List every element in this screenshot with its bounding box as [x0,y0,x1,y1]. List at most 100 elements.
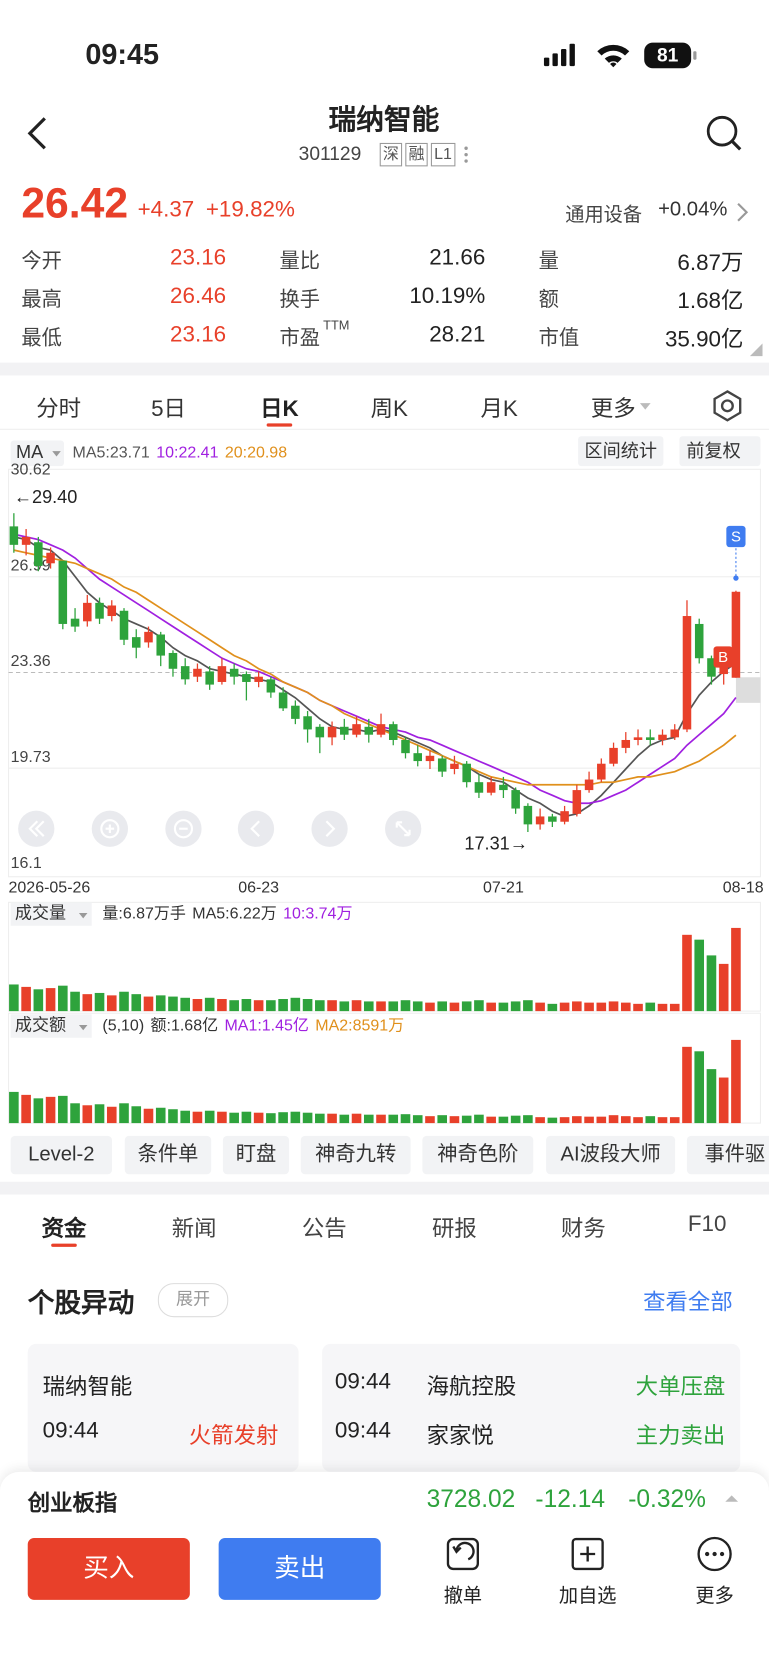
info-tab[interactable]: 公告 [301,1216,347,1242]
info-tab[interactable]: 财务 [561,1216,606,1242]
volume-bar [645,1002,656,1012]
amount-bar [327,1113,337,1124]
high-annotation: ←29.40 [14,487,77,507]
chart-tab[interactable]: 日K [260,396,299,422]
action-label[interactable]: 加自选 [558,1584,617,1607]
settings[interactable] [710,388,744,422]
index-value: 3728.02 [426,1484,516,1513]
separator [0,1181,769,1195]
volume-bar [461,1001,472,1012]
sell-button[interactable]: 卖出 [218,1537,381,1600]
volume-bar [302,998,313,1012]
volume-bar [327,1000,337,1012]
tool-chip[interactable]: 神奇色阶 [422,1135,534,1175]
back-button[interactable] [23,115,55,151]
tool-chip[interactable]: AI波段大师 [546,1135,676,1175]
chart-tab[interactable]: 更多 [590,396,636,422]
card[interactable] [27,1343,299,1472]
low-annotation: 17.31→ [464,834,527,854]
stock-code: 301129 [298,142,362,165]
tool-chip[interactable]: 神奇九转 [300,1135,411,1175]
info-tab[interactable]: 资金 [41,1216,87,1242]
info-tab[interactable]: F10 [687,1211,727,1237]
chart-tab[interactable]: 分时 [36,396,82,422]
action-label[interactable]: 更多 [695,1584,734,1607]
stat-value: 23.16 [170,245,227,270]
panel-label: (5,10) [102,1017,144,1034]
volume-bar [217,998,227,1012]
info-tab[interactable]: 新闻 [171,1216,217,1242]
amount-bar [388,1114,399,1124]
search-button[interactable] [704,113,745,154]
chart-tab[interactable]: 周K [370,396,408,422]
candle-body [70,618,80,627]
tool-chip[interactable]: 盯盘 [222,1135,290,1175]
status-icons: 81 [543,42,697,69]
amount-bar [131,1106,142,1124]
ma-legend: MA5:23.71 [73,445,150,462]
buy-button[interactable]: 买入 [27,1537,190,1600]
volume-bar [339,1001,350,1012]
stat-label: 市值 [538,327,580,350]
candle-body [707,658,716,677]
candle-body [58,560,68,624]
row-time: 09:44 [334,1418,391,1444]
amount-bar [70,1103,80,1124]
y-tick-label: 23.36 [11,653,51,670]
amount-bar [572,1116,582,1124]
volume-bar [547,1003,558,1012]
chart-tab[interactable]: 月K [480,396,518,422]
ma-select[interactable]: MA [16,442,44,462]
stat-label: 换手 [279,289,320,312]
candle-body [254,676,263,682]
y-tick-label: 26.99 [11,557,51,574]
chart-tab[interactable]: 5日 [151,396,186,422]
card-event: 火箭发射 [188,1423,279,1449]
candle-body [388,724,398,740]
amount-bar [217,1111,227,1124]
expand-button[interactable]: 展开 [157,1283,229,1318]
candle-body [21,536,31,545]
info-tab[interactable]: 研报 [431,1216,477,1242]
volume-bar [572,1001,582,1012]
volume-bar [559,1002,570,1012]
candle-body [291,705,300,719]
adjust[interactable]: 前复权 [686,441,740,461]
candle-body [180,666,190,680]
volume-bar [376,1001,386,1012]
index-name[interactable]: 创业板指 [27,1491,118,1516]
amount-bar [351,1113,362,1124]
candle-body [609,747,618,764]
candle-body [83,602,92,622]
candle-body [535,816,545,825]
candle-body [597,763,606,780]
candle-body [511,790,520,809]
view-all[interactable]: 查看全部 [643,1290,733,1316]
change-pct: +19.82% [205,197,295,222]
candle-body [193,668,202,677]
card[interactable] [322,1343,741,1472]
candle-body [486,782,496,793]
tool-chip[interactable]: Level-2 [10,1135,112,1175]
sector[interactable]: 通用设备 [565,203,643,226]
amount-bar [400,1114,411,1124]
tool-chip[interactable]: 条件单 [124,1135,212,1175]
candle-body [572,790,582,814]
x-tick-label: 2026-05-26 [9,880,91,897]
candle-body [327,726,337,738]
volume-bar [21,986,31,1012]
volume-bar [388,1001,399,1012]
expand-arrow[interactable] [724,1493,739,1504]
amount-bar [461,1115,472,1124]
marker-dot [733,575,739,581]
action-label[interactable]: 撤单 [443,1584,483,1607]
volume-bar [535,1002,545,1012]
volume-bar [106,995,117,1012]
volume-bar [596,1002,607,1012]
tag: L1 [430,142,456,167]
menu-dots[interactable] [462,145,471,166]
amount-bar [437,1115,448,1124]
tool-chip[interactable]: 事件驱 [686,1135,769,1175]
range-stats[interactable]: 区间统计 [584,441,657,461]
